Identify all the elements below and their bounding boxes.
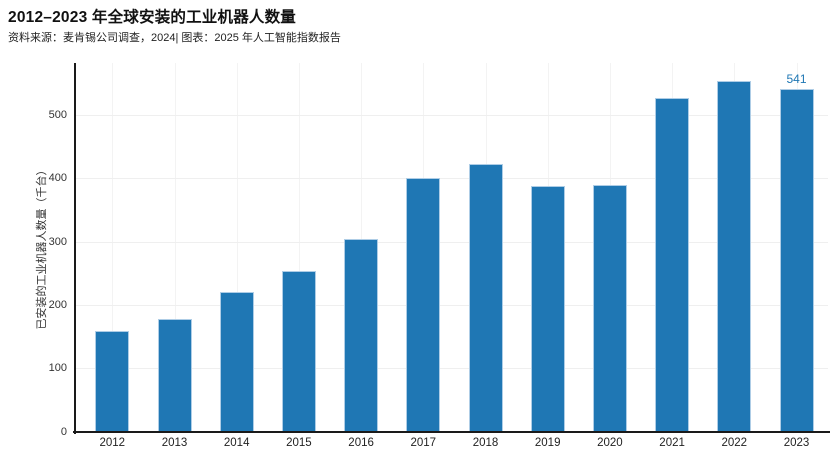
x-tick-2017: 2017 [410,436,437,449]
bar-2013 [157,318,192,432]
chart-title: 2012–2023 年全球安装的工业机器人数量 [8,9,296,26]
gridline-horizontal-100 [76,368,828,370]
y-tick-300: 300 [48,235,67,248]
x-tick-2019: 2019 [534,436,561,449]
bar-2022 [717,81,752,432]
y-tick-0: 0 [60,425,67,438]
gridline-horizontal-200 [76,304,828,306]
y-tick-400: 400 [48,172,67,185]
bar-2017 [406,178,441,432]
gridline-vertical-2012 [112,63,114,432]
x-tick-2013: 2013 [161,436,188,449]
x-tick-2014: 2014 [223,436,250,449]
y-axis-spine [73,63,76,434]
x-tick-2021: 2021 [659,436,685,449]
x-tick-2023: 2023 [783,436,810,449]
bar-2019 [530,186,565,432]
x-tick-2018: 2018 [472,436,499,449]
x-tick-2015: 2015 [286,436,312,449]
gridline-vertical-2013 [174,63,176,432]
x-tick-2022: 2022 [721,436,748,449]
bar-2014 [219,291,254,432]
x-tick-2012: 2012 [99,436,126,449]
x-tick-2020: 2020 [597,436,623,449]
gridline-vertical-2014 [236,63,238,432]
bar-2012 [95,330,130,432]
bar-2023 [779,88,814,432]
gridline-horizontal-300 [76,241,828,243]
chart-source: 资料来源：麦肯锡公司调查，2024| 图表：2025 年人工智能指数报告 [8,32,341,44]
x-tick-2016: 2016 [348,436,374,449]
gridline-vertical-2015 [298,63,300,432]
bar-value-label: 541 [786,71,807,86]
bar-2020 [592,184,627,432]
bar-2015 [281,270,316,432]
gridline-horizontal-400 [76,178,828,180]
y-tick-500: 500 [48,108,67,121]
gridline-horizontal-500 [76,114,828,116]
y-tick-100: 100 [48,362,67,375]
bar-2021 [655,98,690,432]
bar-2018 [468,163,503,432]
y-tick-200: 200 [48,298,67,311]
x-axis-spine [73,430,830,433]
bar-2016 [344,239,379,432]
